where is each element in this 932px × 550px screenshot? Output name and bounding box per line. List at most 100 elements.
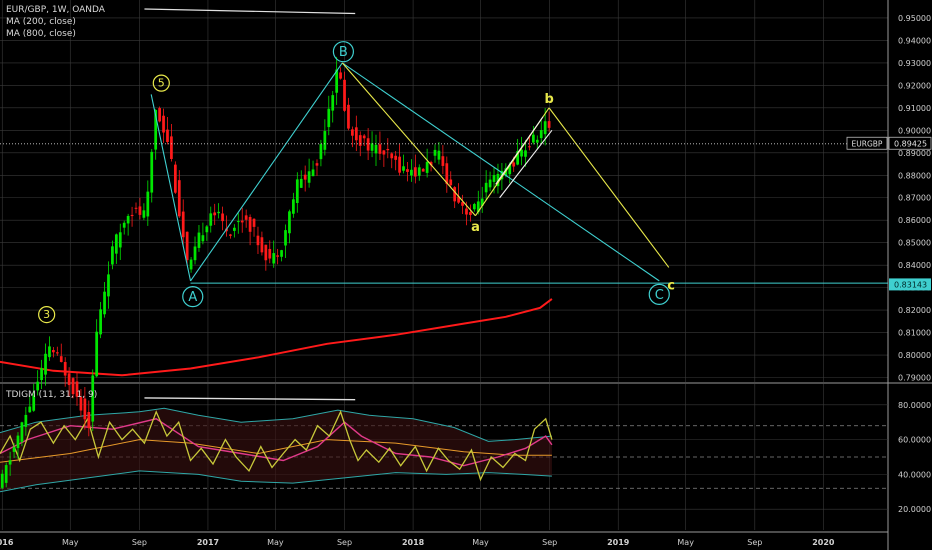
candle-body — [370, 143, 374, 151]
candle-body — [177, 180, 181, 217]
wave-label-b: b — [544, 92, 553, 107]
candle-body — [59, 356, 63, 362]
candle-body — [339, 72, 342, 79]
candle-body — [16, 435, 20, 449]
moving-average-line — [0, 298, 553, 377]
candle-body — [543, 121, 547, 135]
candle-body — [248, 217, 252, 232]
candle-body — [382, 150, 386, 155]
candle-body — [272, 253, 276, 264]
candle-body — [535, 139, 539, 143]
time-tick-label: Sep — [132, 538, 147, 547]
candle-body — [406, 169, 409, 172]
price-tick-label: 0.88000 — [898, 171, 931, 180]
candle-body — [488, 179, 492, 188]
candle-body — [547, 121, 551, 128]
price-tick-label: 0.82000 — [898, 306, 931, 315]
candle-body — [217, 211, 220, 214]
time-axis[interactable]: 2016 May Sep 2017 May Sep 2018 May Sep 2019 May Sep… — [0, 538, 835, 547]
candle-body — [343, 79, 346, 111]
candle-body — [508, 165, 512, 175]
candle-body — [134, 207, 138, 209]
ma-200-legend[interactable]: MA (200, close) — [6, 17, 76, 27]
wave-labels: 5 3 B A Ca b c — [38, 41, 675, 324]
candle-body — [354, 127, 358, 141]
price-tick-label: 0.93000 — [898, 59, 931, 68]
candle-body — [197, 232, 201, 248]
tdigm-legend[interactable]: TDIGM (11, 31, 1, 9) — [6, 390, 98, 400]
candle-body — [12, 447, 16, 452]
candle-body — [268, 248, 272, 259]
candle-body — [492, 175, 496, 182]
candle-body — [201, 235, 205, 242]
wave-label-circle — [38, 305, 56, 324]
time-tick-label: 2019 — [607, 538, 630, 547]
oscillator-legend: TDIGM (11, 31, 1, 9) — [6, 389, 97, 401]
candle-body — [260, 237, 264, 253]
symbol-price-tag — [846, 136, 888, 150]
candle-body — [189, 259, 193, 270]
candle-body — [472, 204, 476, 210]
main-legend: EUR/GBP, 1W, OANDA MA (200, close) MA (8… — [6, 4, 105, 40]
ma-line — [0, 298, 553, 377]
candle-body — [118, 232, 122, 248]
candle-body — [193, 246, 197, 261]
time-tick-label: Sep — [747, 538, 762, 547]
candle-body — [480, 198, 484, 206]
candle-body — [173, 164, 177, 193]
candle-body — [95, 331, 99, 377]
candle-body — [374, 144, 378, 154]
candle-body — [170, 136, 173, 159]
level-price-tag — [889, 278, 931, 291]
candle-body — [32, 395, 36, 411]
candle-body — [421, 168, 425, 172]
candle-body — [28, 406, 32, 413]
price-tick-label: 0.95000 — [898, 14, 931, 23]
candle-body — [528, 146, 531, 148]
candle-body — [252, 218, 256, 227]
wave-label-A: A — [188, 290, 197, 305]
signal-line — [0, 418, 553, 467]
candle-body — [79, 396, 83, 411]
candle-body — [0, 473, 4, 488]
time-tick-label: 2017 — [197, 538, 219, 547]
candle-body — [299, 178, 303, 188]
cyan-wave-line — [190, 62, 343, 282]
candle-body — [512, 162, 516, 167]
candle-body — [181, 211, 185, 238]
time-tick-label: Sep — [337, 538, 352, 547]
price-axis[interactable]: 0.95000 0.94000 0.93000 0.92000 0.91000 0.900… — [846, 14, 932, 514]
candle-body — [63, 361, 67, 376]
candle-body — [162, 115, 165, 133]
candle-body — [496, 173, 500, 187]
candle-body — [185, 231, 189, 261]
candle-body — [146, 191, 150, 217]
candle-body — [319, 144, 323, 160]
candle-body — [244, 215, 248, 220]
time-tick-label: May — [267, 538, 284, 547]
ma-800-legend[interactable]: MA (800, close) — [6, 29, 76, 39]
candle-body — [366, 138, 370, 151]
candle-body — [445, 163, 449, 184]
time-tick-label: May — [472, 538, 489, 547]
candle-body — [99, 309, 102, 335]
time-tick-label: 2016 — [0, 538, 14, 547]
candle-body — [323, 131, 327, 150]
candle-body — [476, 201, 480, 213]
osc-tick-label: 20.0000 — [898, 505, 931, 514]
wave-label-a: a — [471, 220, 480, 235]
price-tick-label: 0.85000 — [898, 239, 931, 248]
candle-body — [335, 69, 339, 93]
wave-label-3: 3 — [43, 308, 50, 321]
candle-body — [394, 155, 398, 160]
candle-body — [457, 196, 460, 203]
symbol-title[interactable]: EUR/GBP, 1W, OANDA — [6, 5, 105, 15]
candle-body — [437, 150, 441, 160]
symbol-tag-label: EURGBP — [852, 139, 883, 148]
candle-body — [433, 149, 437, 156]
candle-body — [103, 291, 106, 315]
candle-body — [429, 162, 433, 166]
candle-body — [461, 202, 464, 206]
time-tick-label: 2018 — [402, 538, 425, 547]
